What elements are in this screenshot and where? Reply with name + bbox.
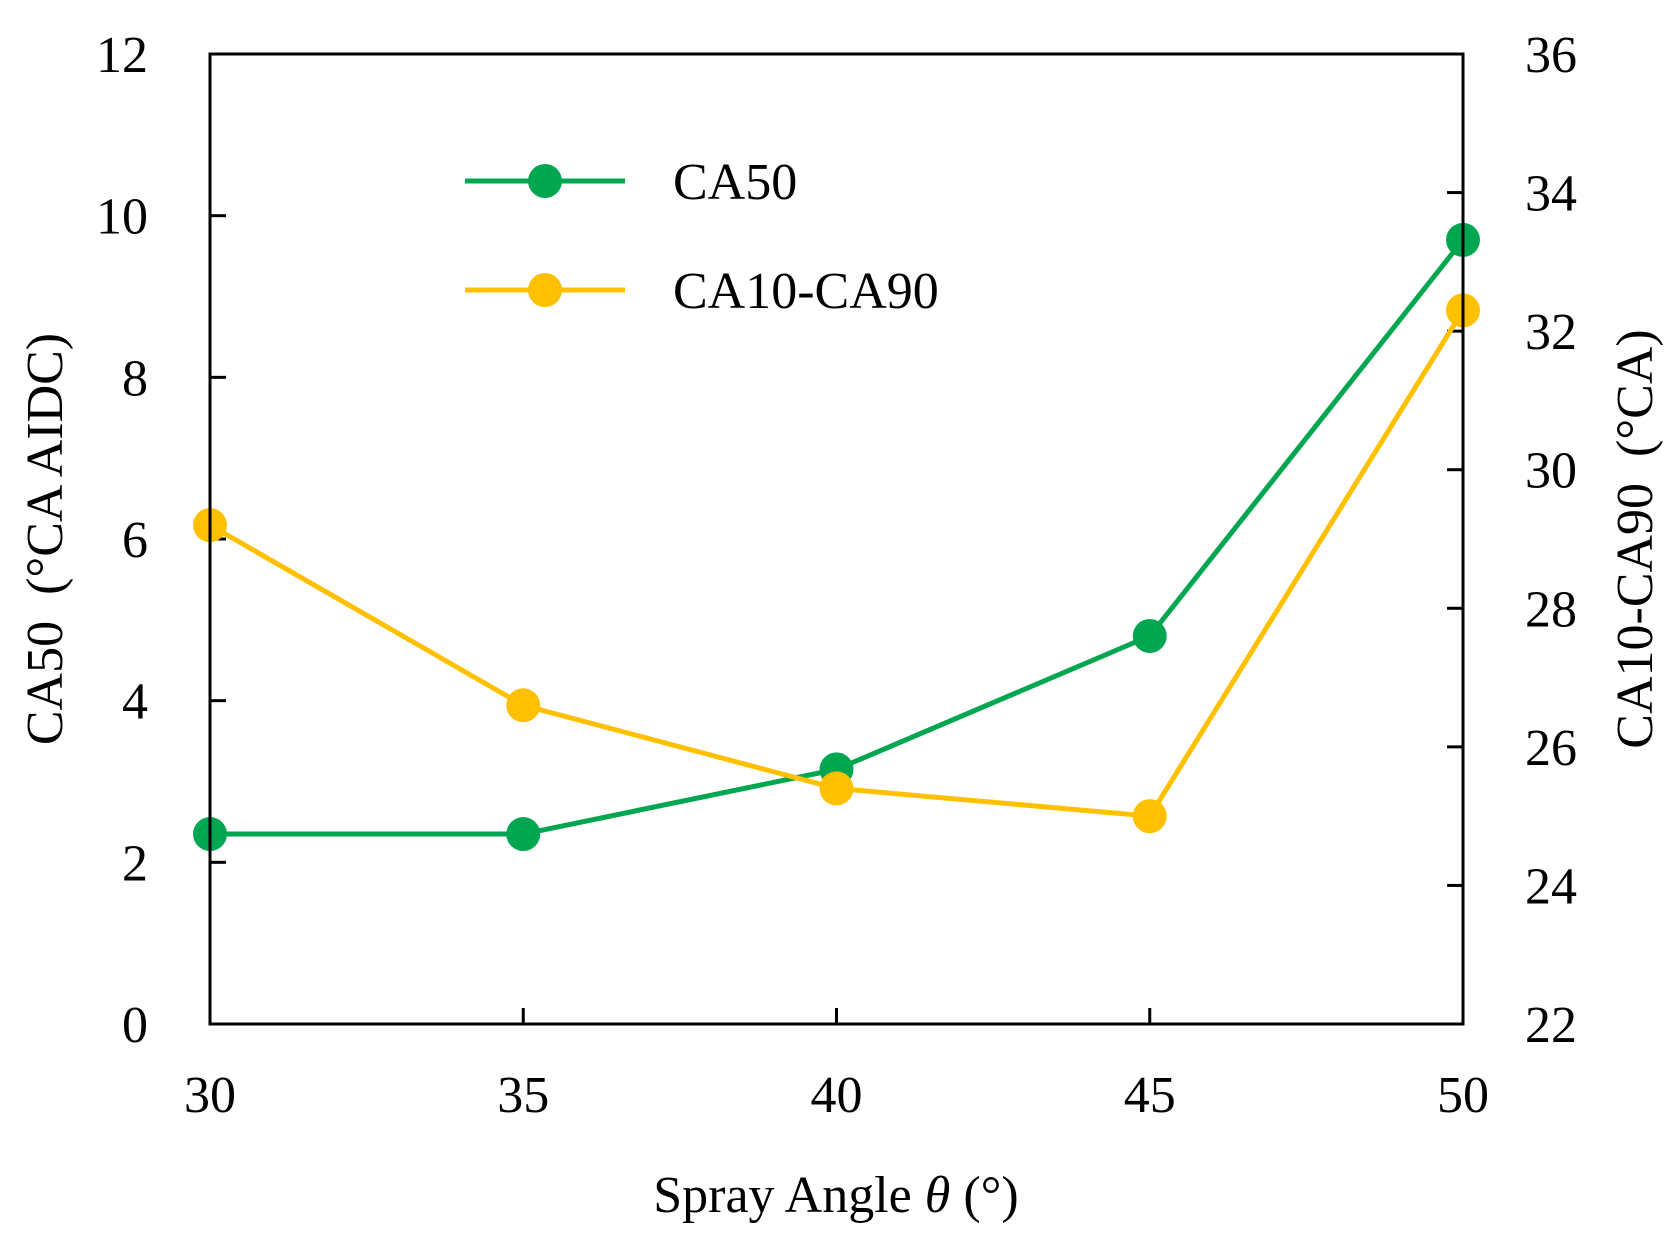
data-point-ca50 [506,817,541,852]
y-left-tick-label: 10 [96,189,148,246]
legend: CA50 CA10-CA90 [465,154,939,320]
y-left-tick-label: 2 [122,835,148,892]
legend-label-ca10-ca90: CA10-CA90 [673,263,939,320]
x-tick-label: 45 [1124,1067,1176,1124]
legend-marker-ca10-ca90 [528,273,562,307]
y-right-tick-label: 30 [1525,443,1577,500]
x-axis-title: Spray Angle θ (°) [653,1167,1019,1224]
data-point-ca10-ca90 [1132,799,1167,834]
data-point-ca10-ca90 [506,688,541,723]
y-right-tick-label: 28 [1525,581,1577,638]
legend-item-ca50: CA50 [465,154,797,211]
x-tick-label: 40 [811,1067,863,1124]
series-line-ca10-ca90 [208,309,1466,819]
y-left-tick-label: 0 [122,997,148,1054]
x-tick-label: 50 [1437,1067,1489,1124]
y-left-tick-label: 12 [96,27,148,84]
y-right-tick-label: 36 [1525,27,1577,84]
y-right-tick-label: 22 [1525,997,1577,1054]
x-tick-label: 30 [184,1067,236,1124]
series-ca10-ca90 [193,293,1480,834]
data-point-ca10-ca90 [819,771,854,806]
legend-marker-ca50 [528,164,562,198]
x-axis-title-main: Spray Angle [653,1167,925,1224]
y-left-tick-label: 6 [122,512,148,569]
series-line-ca50 [210,238,1465,837]
y-axis-right-title: CA10-CA90 (°CA) [1607,329,1664,748]
y-right-tick-label: 24 [1525,858,1577,915]
y-left-tick-label: 4 [122,674,148,731]
legend-label-ca50: CA50 [673,154,797,211]
y-right-tick-label: 32 [1525,304,1577,361]
x-axis-title-unit: (°) [950,1167,1018,1224]
y-right-tick-label: 26 [1525,720,1577,777]
data-point-ca50 [1132,619,1167,653]
series-ca50 [193,222,1480,852]
plot-frame [208,52,1465,1026]
y-left-tick-label: 8 [122,350,148,407]
y-right-tick-label: 34 [1525,166,1577,223]
x-axis-title-symbol: θ [925,1167,951,1224]
x-tick-label: 35 [497,1067,549,1124]
legend-item-ca10-ca90: CA10-CA90 [465,263,939,320]
y-axis-left-title: CA50 (°CA AIDC) [17,333,74,745]
